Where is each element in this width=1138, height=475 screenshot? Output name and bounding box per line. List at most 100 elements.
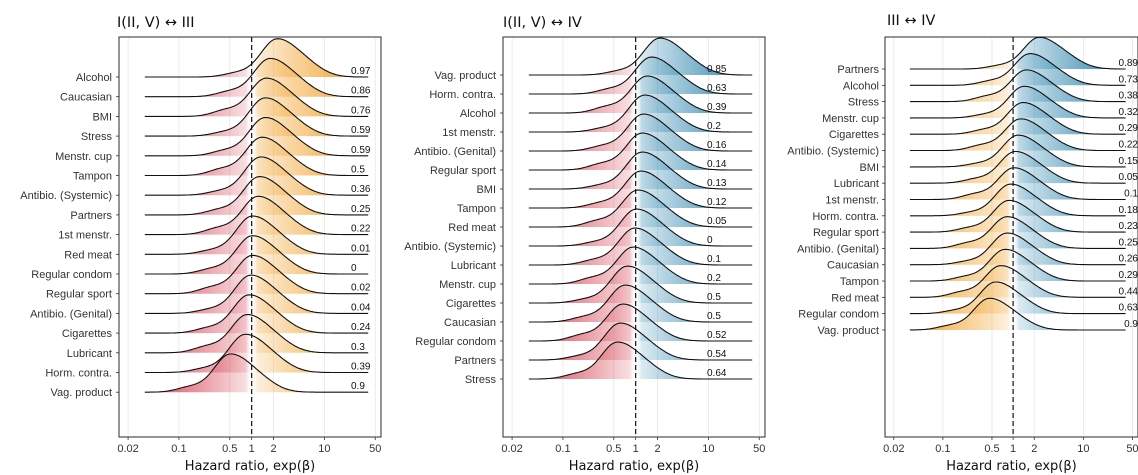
ridge-curve <box>144 136 369 177</box>
ridge-curve <box>144 274 369 314</box>
ridge-fill <box>144 255 369 294</box>
ridge-curve <box>144 57 369 98</box>
row-label: Partners <box>454 355 496 367</box>
row-label: Regular sport <box>430 165 496 177</box>
ridge-curve <box>528 208 753 247</box>
row-label: 1st menstr. <box>442 127 496 139</box>
ridge-fill <box>528 171 753 208</box>
ridge-value-label: 0.86 <box>351 86 371 97</box>
plot-frame <box>502 36 766 438</box>
ridge-value-label: 0.29 <box>1119 123 1138 134</box>
ridge-fill <box>909 86 1126 118</box>
ridge-value-label: 0.76 <box>351 105 371 116</box>
row-label: Partners <box>70 210 112 222</box>
x-tick-label: 10 <box>1077 443 1089 455</box>
ridge-curve <box>144 294 369 334</box>
row-label: Alcohol <box>460 108 496 120</box>
ridge-value-label: 0.63 <box>707 83 727 94</box>
row-label: Tampon <box>840 276 879 288</box>
ridge-fill <box>528 76 753 113</box>
x-tick-label: 10 <box>702 443 714 455</box>
ridge-curve <box>528 170 753 209</box>
ridge-curve <box>144 333 369 374</box>
row-label: Caucasian <box>60 92 112 104</box>
ridge-curve <box>909 281 1126 315</box>
ridge-fill <box>144 176 369 215</box>
ridge-value-label: 0.05 <box>1119 172 1138 183</box>
ridge-curve <box>528 113 753 152</box>
ridge-curve <box>909 134 1126 168</box>
ridge-value-label: 0.1 <box>707 254 721 265</box>
ridge-value-label: 0.39 <box>351 362 371 373</box>
row-label: Cigarettes <box>446 298 497 310</box>
ridge-curve <box>909 53 1126 86</box>
ridge-value-label: 0.26 <box>1119 254 1138 265</box>
ridge-value-label: 0.25 <box>351 204 371 215</box>
ridge-fill <box>144 294 369 334</box>
x-tick-label: 0.1 <box>555 443 570 455</box>
ridge-curve <box>528 284 753 323</box>
ridge-value-label: 0.5 <box>351 165 365 176</box>
ridge-curve <box>528 56 753 95</box>
ridge-curve <box>144 195 369 236</box>
ridge-value-label: 0.2 <box>707 273 721 284</box>
row-label: BMI <box>859 162 879 174</box>
row-label: Menstr. cup <box>55 151 112 163</box>
row-label: Antibio. (Systemic) <box>20 190 112 202</box>
ridge-fill <box>528 266 753 303</box>
ridge-value-label: 0.85 <box>707 64 727 75</box>
ridge-value-label: 0.9 <box>351 381 365 392</box>
ridge-curve <box>528 322 753 361</box>
ridge-curve <box>144 116 369 157</box>
ridge-fill <box>909 298 1126 330</box>
row-label: Horm. contra. <box>45 368 112 380</box>
ridges <box>144 38 369 393</box>
ridge-fill <box>909 249 1126 282</box>
ridge-curve <box>144 353 369 393</box>
row-label: Lubricant <box>834 178 879 190</box>
ridge-value-label: 0.22 <box>1119 140 1138 151</box>
ridge-fill <box>144 353 369 393</box>
ridge-curve <box>144 77 369 117</box>
row-label: Antibio. (Genital) <box>30 308 112 320</box>
row-label: Red meat <box>64 249 112 261</box>
row-label: Tampon <box>457 203 496 215</box>
row-label: Menstr. cup <box>439 279 496 291</box>
ridge-curve <box>909 37 1126 70</box>
ridge-fill <box>528 190 753 227</box>
ridge-fill <box>909 102 1126 135</box>
ridge-value-label: 0.15 <box>1119 156 1138 167</box>
row-label: Stress <box>81 131 113 143</box>
ridge-value-label: 0.25 <box>1119 237 1138 248</box>
ridge-value-label: 0.3 <box>351 342 365 353</box>
ridge-value-label: 0.59 <box>351 145 371 156</box>
ridge-value-label: 0.5 <box>707 292 721 303</box>
ridge-fill <box>528 209 753 246</box>
row-label: Red meat <box>448 222 496 234</box>
x-tick-label: 10 <box>318 443 330 455</box>
row-label: Caucasian <box>444 317 496 329</box>
ridge-value-label: 0.05 <box>707 216 727 227</box>
ridges <box>909 37 1126 331</box>
row-label: Regular condom <box>31 269 112 281</box>
row-label: Stress <box>465 374 497 386</box>
ridge-fill <box>909 151 1126 184</box>
ridge-value-label: 0.01 <box>351 243 371 254</box>
ridge-fill <box>528 95 753 132</box>
ridge-curve <box>528 37 753 76</box>
x-tick-label: 2 <box>654 443 660 455</box>
row-label: Alcohol <box>76 72 112 84</box>
ridge-fill <box>528 228 753 265</box>
ridge-fill <box>144 97 369 137</box>
ridge-curve <box>909 102 1126 135</box>
ridge-curve <box>909 265 1126 298</box>
x-tick-label: 1 <box>633 443 639 455</box>
ridge-fill <box>528 323 753 360</box>
ridges <box>528 37 753 380</box>
ridge-value-label: 0.59 <box>351 125 371 136</box>
ridge-curve <box>528 246 753 285</box>
ridge-value-label: 0.63 <box>1119 303 1138 314</box>
ridge-fill <box>909 233 1126 265</box>
ridge-fill <box>144 334 369 373</box>
x-tick-label: 0.1 <box>171 443 186 455</box>
